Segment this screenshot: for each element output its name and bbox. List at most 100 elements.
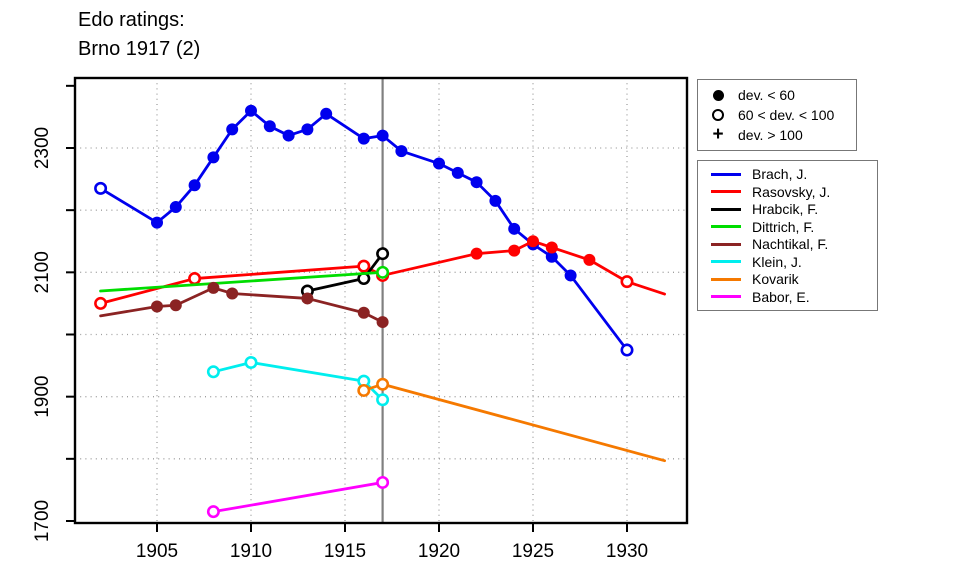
x-tick-label: 1905	[136, 541, 178, 562]
series-legend-label: Nachtikal, F.	[752, 236, 829, 253]
data-point-open	[94, 181, 108, 195]
data-point-filled	[226, 287, 239, 300]
series-color-line-icon	[711, 277, 741, 281]
series-color-line-icon	[711, 172, 741, 176]
data-point-filled	[320, 107, 333, 120]
x-tick-label: 1930	[606, 541, 648, 562]
data-point-filled	[357, 306, 370, 319]
series-legend-item: Babor, E.	[711, 289, 877, 305]
open-circle-icon	[710, 109, 726, 121]
series-legend-label: Babor, E.	[752, 288, 810, 305]
data-point-open	[376, 393, 390, 407]
marker-legend-item: + dev. > 100	[710, 124, 856, 145]
y-tick-label: 2100	[32, 251, 53, 293]
data-point-filled	[169, 201, 182, 214]
series-legend-item: Nachtikal, F.	[711, 236, 877, 252]
series-legend-item: Brach, J.	[711, 166, 877, 182]
series-legend-item: Hrabcik, F.	[711, 201, 877, 217]
series-line	[99, 270, 385, 293]
series-legend-label: Klein, J.	[752, 253, 802, 270]
data-point-filled	[395, 145, 408, 158]
data-point-filled	[508, 244, 521, 257]
series-legend-label: Dittrich, F.	[752, 218, 815, 235]
chart-title-line1: Edo ratings:	[78, 9, 185, 31]
series-line	[362, 382, 666, 463]
series-color-line-icon	[711, 190, 741, 194]
marker-legend-label: dev. < 60	[738, 87, 795, 103]
series-legend-label: Brach, J.	[752, 166, 808, 183]
data-point-filled	[357, 132, 370, 145]
marker-legend-item: dev. < 60	[710, 87, 856, 103]
data-point-filled	[169, 299, 182, 312]
data-point-filled	[545, 250, 558, 263]
y-tick-label: 1900	[32, 376, 53, 418]
data-point-open	[206, 505, 220, 519]
data-point-open	[376, 247, 390, 261]
y-tick-label: 2300	[32, 127, 53, 169]
series-legend-item: Klein, J.	[711, 254, 877, 270]
data-point-filled	[282, 129, 295, 142]
data-point-open	[376, 265, 390, 279]
series-line	[211, 481, 385, 514]
data-point-filled	[545, 241, 558, 254]
plot-border	[73, 76, 689, 525]
data-point-open	[357, 259, 371, 273]
data-point-filled	[301, 292, 314, 305]
data-point-filled	[188, 179, 201, 192]
data-point-open	[620, 275, 634, 289]
data-point-filled	[151, 300, 163, 313]
data-point-open	[376, 377, 390, 391]
series-line	[211, 361, 385, 402]
data-point-open	[620, 343, 634, 357]
marker-legend-label: 60 < dev. < 100	[738, 107, 835, 123]
data-point-filled	[245, 104, 257, 117]
y-tick-label: 1700	[32, 500, 53, 542]
series-legend: Brach, J. Rasovsky, J. Hrabcik, F. Dittrich…	[697, 160, 878, 311]
marker-legend-item: 60 < dev. < 100	[710, 107, 856, 123]
data-point-filled	[376, 316, 389, 329]
plus-icon: +	[712, 124, 724, 145]
x-tick-label: 1920	[418, 541, 460, 562]
series-legend-item: Kovarik	[711, 271, 877, 287]
data-point-filled	[263, 120, 276, 133]
series-legend-label: Kovarik	[752, 271, 799, 288]
data-point-filled	[489, 194, 502, 207]
series-color-line-icon	[711, 207, 741, 211]
x-tick-label: 1910	[230, 541, 272, 562]
chart-title-line2: Brno 1917 (2)	[78, 38, 201, 60]
series-color-line-icon	[711, 225, 741, 229]
data-point-open	[376, 475, 390, 489]
series-legend-label: Rasovsky, J.	[752, 183, 831, 200]
data-point-open	[206, 365, 220, 379]
series-legend-item: Rasovsky, J.	[711, 184, 877, 200]
data-point-open	[357, 383, 371, 397]
data-point-filled	[301, 123, 314, 136]
data-point-filled	[527, 235, 539, 248]
chart-title: Edo ratings: Brno 1917 (2)	[78, 6, 200, 64]
x-tick-label: 1915	[324, 541, 366, 562]
data-point-filled	[207, 281, 220, 294]
data-point-open	[244, 355, 258, 369]
data-point-filled	[508, 222, 521, 235]
x-tick-label: 1925	[512, 541, 554, 562]
data-point-filled	[207, 151, 220, 164]
series-color-line-icon	[711, 295, 741, 298]
data-point-open	[94, 296, 108, 310]
data-point-open	[188, 272, 202, 286]
series-color-line-icon	[711, 242, 741, 246]
series-legend-item: Dittrich, F.	[711, 219, 877, 235]
data-point-filled	[151, 216, 163, 229]
data-point-filled	[470, 247, 483, 260]
series-legend-label: Hrabcik, F.	[752, 201, 819, 218]
data-point-filled	[451, 166, 464, 179]
data-point-filled	[433, 157, 445, 170]
marker-legend-label: dev. > 100	[738, 127, 803, 143]
data-point-filled	[226, 123, 239, 136]
data-point-filled	[583, 253, 596, 266]
data-point-filled	[470, 176, 483, 189]
data-point-filled	[564, 269, 577, 282]
filled-circle-icon	[710, 89, 726, 101]
data-point-filled	[376, 129, 389, 142]
